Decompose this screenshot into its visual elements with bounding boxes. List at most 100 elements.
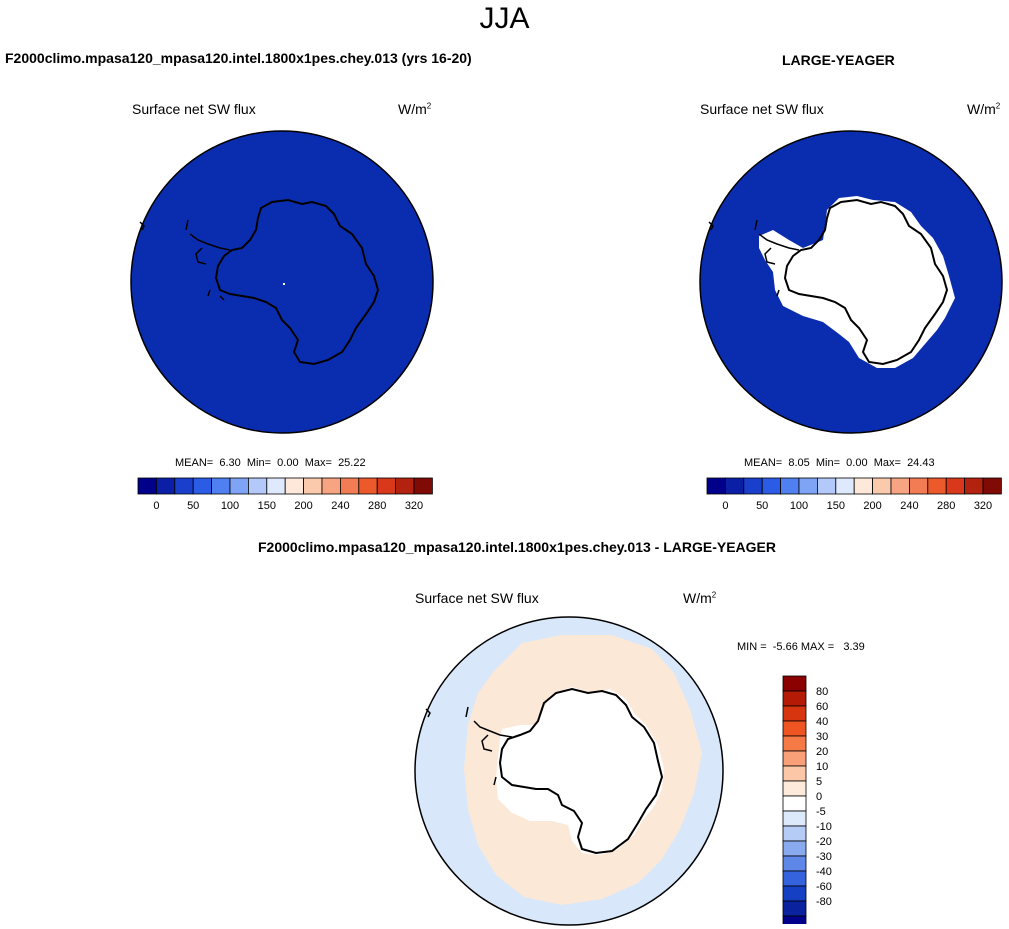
diff-polar-map [414, 616, 724, 926]
obs-colorbar: 0 50 100 150 200 240 280 320 [706, 477, 1002, 512]
obs-units-label: W/m2 [967, 101, 1001, 117]
colorbar-swatch [964, 477, 984, 495]
colorbar-swatch [908, 477, 929, 495]
model-pole-dot [283, 283, 285, 285]
obs-south-america-tip [708, 221, 714, 231]
model-panel-title: F2000climo.mpasa120_mpasa120.intel.1800x… [5, 50, 472, 66]
colorbar-swatch [798, 477, 818, 495]
obs-land-mask [759, 196, 955, 368]
colorbar-swatch [782, 885, 807, 902]
colorbar-swatch [413, 477, 433, 495]
colorbar-swatch [927, 477, 947, 495]
colorbar-swatch [211, 477, 231, 495]
colorbar-swatch [835, 477, 855, 495]
colorbar-swatch [853, 477, 873, 495]
obs-variable-label: Surface net SW flux [700, 101, 824, 117]
colorbar-swatch [284, 477, 304, 495]
colorbar-tick-label: -5 [816, 806, 826, 818]
colorbar-tick-label: -60 [816, 881, 832, 893]
colorbar-swatch [174, 477, 194, 495]
colorbar-tick-label: 0 [722, 500, 728, 512]
colorbar-swatch [782, 780, 807, 797]
colorbar-tick-label: 0 [153, 500, 159, 512]
colorbar-tick-label: 280 [368, 500, 386, 512]
colorbar-swatch [376, 477, 396, 495]
colorbar-tick-label: 20 [816, 746, 828, 758]
colorbar-swatch [761, 477, 782, 495]
colorbar-swatch [782, 750, 807, 767]
colorbar-swatch [192, 477, 213, 495]
model-south-america-tip [139, 221, 145, 231]
colorbar-swatch [782, 795, 807, 812]
model-peninsula-coastline [185, 219, 231, 301]
colorbar-swatch [782, 675, 807, 692]
colorbar-swatch [782, 765, 807, 782]
model-polar-map [130, 130, 434, 434]
model-colorbar: 0 50 100 150 200 240 280 320 [137, 477, 433, 512]
colorbar-tick-label: 50 [756, 500, 768, 512]
colorbar-tick-label: 40 [816, 716, 828, 728]
colorbar-swatch [248, 477, 268, 495]
colorbar-swatch [817, 477, 837, 495]
colorbar-swatch [155, 477, 176, 495]
model-ocean-field [130, 130, 434, 434]
colorbar-swatch [321, 477, 341, 495]
colorbar-swatch [395, 477, 415, 495]
diff-panel-title: F2000climo.mpasa120_mpasa120.intel.1800x… [258, 539, 777, 555]
colorbar-swatch [872, 477, 892, 495]
diff-colorbar: 80 60 40 30 20 10 5 0 -5 -10 -20 -30 -40 -60 -80 [782, 675, 832, 924]
colorbar-tick-label: -10 [816, 821, 832, 833]
colorbar-tick-label: 0 [816, 791, 822, 803]
colorbar-swatch [782, 735, 807, 752]
colorbar-swatch [945, 477, 965, 495]
colorbar-swatch [137, 477, 157, 495]
colorbar-tick-label: 200 [294, 500, 312, 512]
colorbar-swatch [706, 477, 726, 495]
colorbar-swatch [780, 477, 800, 495]
colorbar-swatch [890, 477, 910, 495]
diff-antarctica-coastline [498, 687, 664, 855]
diff-peninsula-coastline [465, 706, 513, 786]
colorbar-swatch [229, 477, 249, 495]
colorbar-tick-label: 320 [405, 500, 423, 512]
model-stats: MEAN= 6.30 Min= 0.00 Max= 25.22 [175, 457, 366, 469]
colorbar-tick-label: 5 [816, 776, 822, 788]
colorbar-tick-label: -20 [816, 836, 832, 848]
diff-land-mask [496, 687, 664, 855]
colorbar-swatch [782, 840, 807, 857]
colorbar-swatch [782, 720, 807, 737]
colorbar-swatch [782, 870, 807, 887]
colorbar-tick-label: 320 [974, 500, 992, 512]
colorbar-swatch [782, 900, 807, 917]
colorbar-swatch [358, 477, 378, 495]
model-variable-label: Surface net SW flux [132, 101, 256, 117]
colorbar-swatch [743, 477, 763, 495]
colorbar-swatch [782, 915, 807, 924]
colorbar-swatch [303, 477, 323, 495]
diff-units-label: W/m2 [683, 590, 717, 606]
obs-polar-map [699, 130, 1003, 434]
colorbar-tick-label: 30 [816, 731, 828, 743]
colorbar-tick-label: -40 [816, 866, 832, 878]
colorbar-swatch [724, 477, 745, 495]
colorbar-tick-label: -30 [816, 851, 832, 863]
colorbar-tick-label: 200 [863, 500, 881, 512]
colorbar-tick-label: 100 [790, 500, 808, 512]
colorbar-tick-label: 280 [937, 500, 955, 512]
colorbar-tick-label: 10 [816, 761, 828, 773]
colorbar-tick-label: 240 [900, 500, 918, 512]
colorbar-swatch [782, 690, 807, 707]
colorbar-swatch [266, 477, 286, 495]
colorbar-swatch [782, 825, 807, 842]
colorbar-swatch [339, 477, 360, 495]
colorbar-swatch [982, 477, 1002, 495]
colorbar-tick-label: 150 [258, 500, 276, 512]
diff-south-america-tip [425, 708, 431, 718]
model-units-label: W/m2 [398, 101, 432, 117]
obs-stats: MEAN= 8.05 Min= 0.00 Max= 24.43 [744, 457, 935, 469]
colorbar-swatch [782, 855, 807, 872]
diff-minmax: MIN = -5.66 MAX = 3.39 [737, 641, 865, 653]
obs-antarctica-coastline [783, 198, 949, 366]
colorbar-tick-label: 80 [816, 686, 828, 698]
diff-map-border [414, 616, 724, 926]
